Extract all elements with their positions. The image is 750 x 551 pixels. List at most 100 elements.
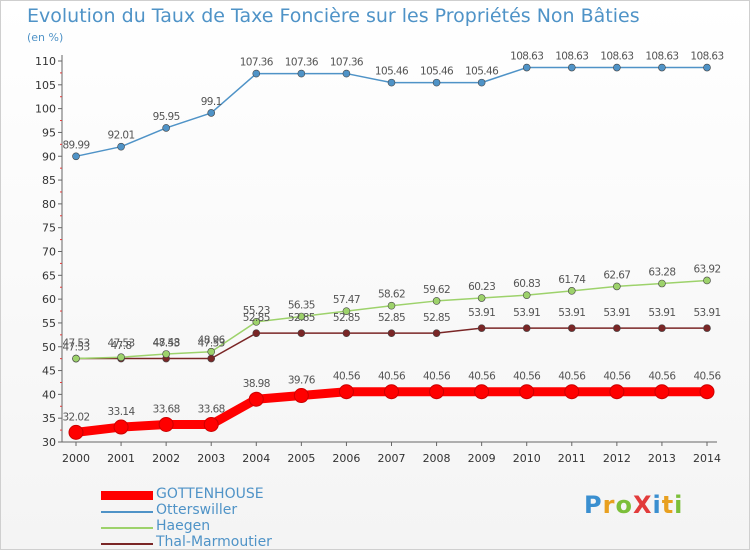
data-label: 105.46 [375, 66, 409, 78]
data-point [342, 329, 351, 337]
data-point [293, 388, 309, 404]
logo-letter: i [652, 491, 662, 519]
data-label: 48.96 [198, 335, 226, 347]
data-label: 52.85 [288, 312, 315, 324]
data-label: 52.85 [378, 312, 405, 324]
x-tick-label: 2005 [287, 452, 315, 465]
data-point [384, 384, 399, 400]
data-point [432, 297, 441, 305]
proxiti-logo: ProXiti [584, 491, 683, 519]
data-label: 33.68 [198, 403, 225, 415]
data-point [703, 276, 711, 285]
logo-letter: P [584, 491, 603, 519]
legend-swatch [101, 543, 153, 545]
data-label: 40.56 [378, 371, 406, 383]
data-point [387, 329, 396, 337]
x-tick-label: 2002 [152, 452, 180, 465]
y-tick-label: 40 [42, 388, 56, 401]
data-point [72, 152, 80, 161]
data-label: 53.91 [513, 307, 540, 319]
x-tick-label: 2004 [242, 452, 270, 465]
data-label: 108.63 [555, 51, 588, 63]
data-label: 40.56 [468, 371, 496, 383]
data-label: 107.36 [240, 57, 274, 69]
data-label: 40.56 [648, 371, 676, 383]
y-tick-label: 55 [42, 317, 56, 330]
data-point [432, 78, 441, 87]
data-label: 53.91 [558, 307, 585, 319]
x-tick-label: 2008 [423, 452, 451, 465]
data-label: 47.53 [62, 342, 89, 354]
data-point [567, 324, 576, 332]
data-label: 60.83 [513, 278, 540, 290]
y-tick-label: 95 [42, 126, 56, 139]
data-point [342, 307, 351, 315]
unit-label: (en %) [27, 31, 64, 44]
data-label: 57.47 [333, 294, 360, 306]
logo-letter: o [615, 491, 633, 519]
data-point [162, 350, 170, 358]
logo-letter: X [632, 491, 653, 519]
data-label: 47.53 [153, 338, 180, 350]
y-tick-label: 65 [42, 269, 56, 282]
data-point [117, 353, 125, 362]
y-tick-label: 35 [42, 412, 56, 425]
data-label: 58.62 [378, 289, 405, 301]
data-point [522, 291, 531, 299]
data-point [338, 384, 354, 400]
data-label: 47.53 [198, 338, 225, 350]
chart-title: Evolution du Taux de Taxe Foncière sur l… [27, 5, 640, 27]
legend-label: Haegen [156, 518, 211, 534]
data-point [613, 282, 621, 291]
data-label: 40.56 [693, 371, 721, 383]
y-tick-label: 80 [42, 198, 56, 211]
logo-letter: t [661, 491, 675, 519]
data-label: 52.85 [423, 312, 450, 324]
data-point [207, 109, 216, 117]
data-label: 40.56 [423, 371, 451, 383]
x-tick-label: 2000 [62, 452, 90, 465]
data-label: 47.53 [108, 338, 135, 350]
data-label: 107.36 [285, 57, 319, 69]
data-point [474, 384, 490, 400]
y-tick-label: 100 [35, 103, 56, 116]
data-label: 47.8 [111, 340, 132, 352]
data-point [658, 63, 666, 72]
legend-swatch [101, 511, 153, 513]
data-label: 33.14 [108, 406, 136, 418]
data-label: 56.35 [288, 300, 315, 312]
data-point [297, 329, 306, 337]
data-label: 52.85 [243, 312, 270, 324]
data-point [297, 69, 306, 78]
y-tick-label: 50 [42, 341, 56, 354]
y-tick-label: 110 [35, 55, 56, 68]
data-label: 53.91 [693, 307, 720, 319]
data-point [477, 294, 486, 302]
data-point [68, 424, 84, 440]
data-point [117, 142, 125, 151]
data-label: 52.85 [333, 312, 360, 324]
data-point [703, 324, 711, 332]
x-tick-label: 2006 [332, 452, 360, 465]
data-label: 108.63 [690, 51, 723, 63]
data-label: 92.01 [108, 130, 135, 142]
data-label: 105.46 [465, 66, 499, 78]
legend-label: Otterswiller [156, 502, 238, 518]
data-point [252, 329, 261, 337]
data-point [252, 69, 261, 78]
x-tick-label: 2012 [603, 452, 631, 465]
data-point [207, 354, 216, 363]
data-point [207, 347, 216, 356]
data-point [654, 384, 670, 400]
data-point [564, 384, 580, 400]
y-tick-label: 85 [42, 174, 56, 187]
data-label: 40.56 [513, 371, 541, 383]
data-point [699, 384, 715, 400]
data-label: 63.28 [648, 267, 675, 279]
data-label: 53.91 [648, 307, 675, 319]
data-point [203, 416, 219, 432]
data-label: 107.36 [330, 57, 364, 69]
legend-label: GOTTENHOUSE [156, 486, 264, 502]
